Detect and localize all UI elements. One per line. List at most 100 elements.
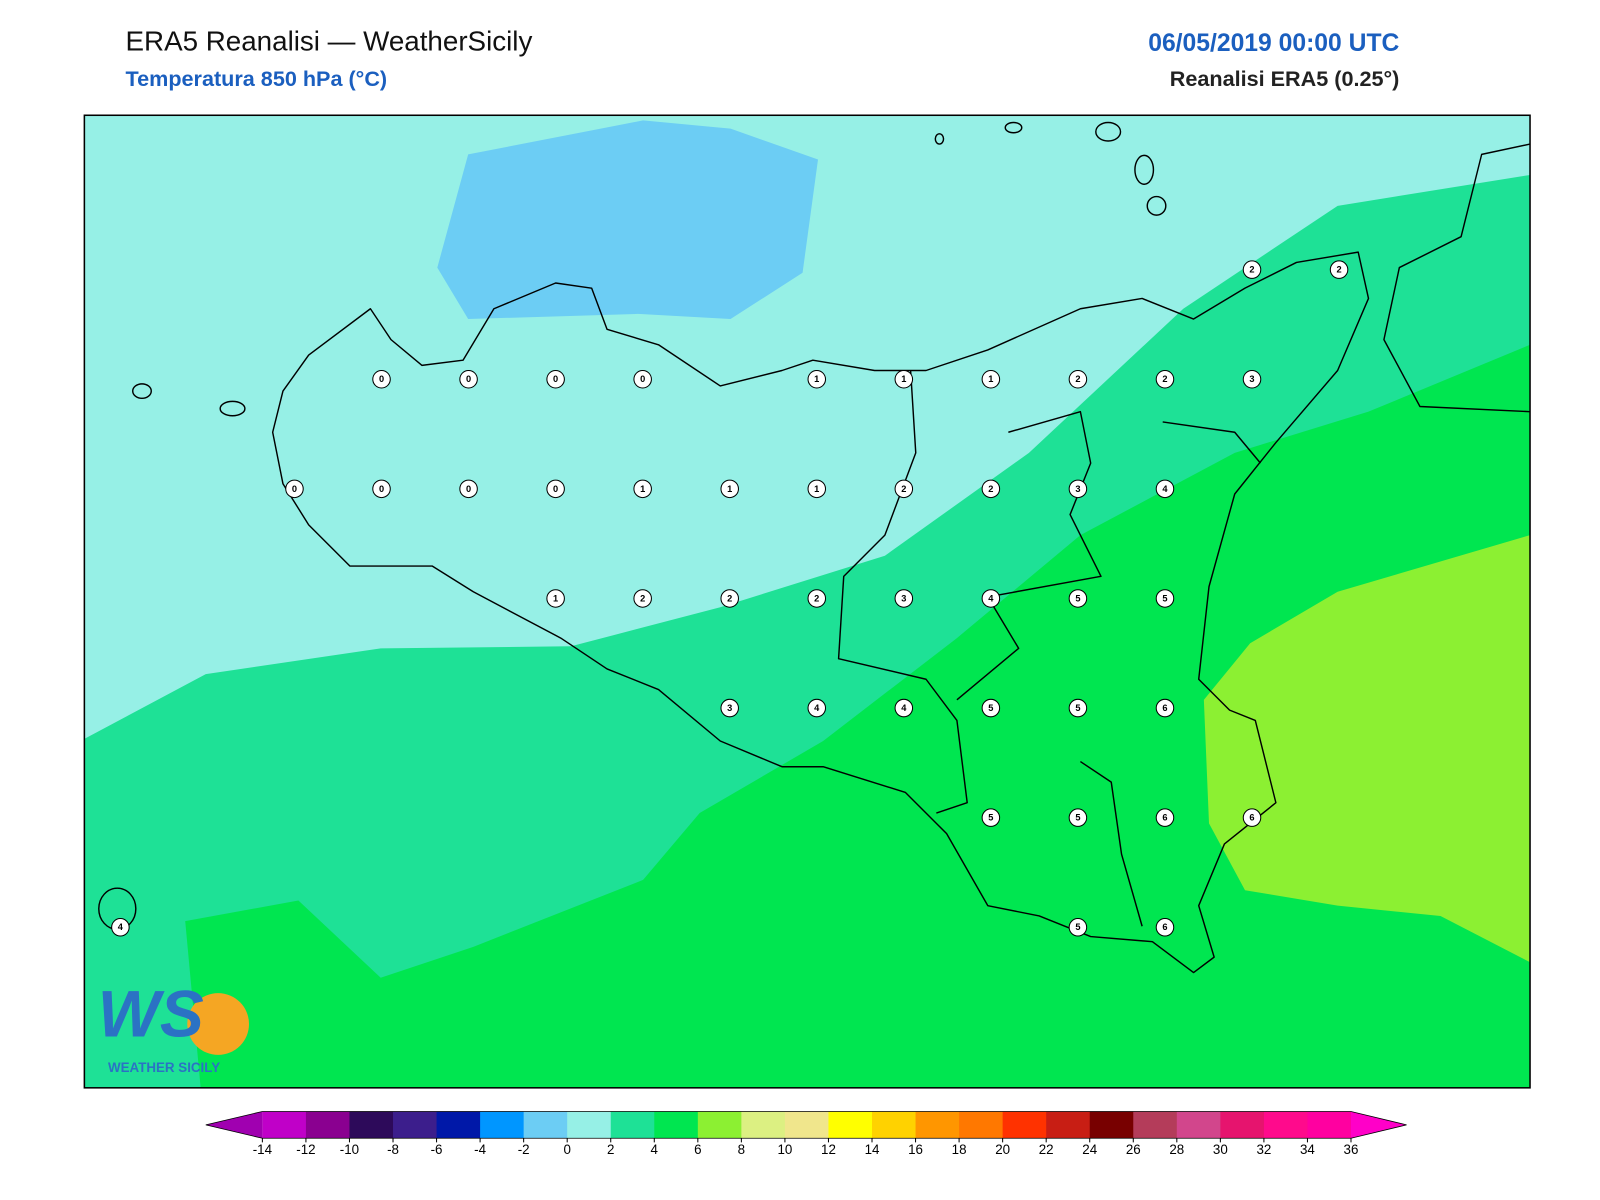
station-value: 5 <box>1075 703 1080 713</box>
colorbar-tick-label: -14 <box>253 1142 273 1157</box>
station-value: 6 <box>1162 922 1167 932</box>
colorbar-tick-label: 22 <box>1039 1142 1054 1157</box>
station-value: 0 <box>553 484 558 494</box>
island <box>1004 121 1023 134</box>
station-marker <box>111 918 130 937</box>
colorbar-under <box>205 1111 263 1139</box>
station-marker <box>1068 589 1088 608</box>
station-marker <box>1068 808 1088 827</box>
station-marker <box>1242 369 1262 389</box>
station-marker <box>1068 479 1088 499</box>
colorbar-bin <box>784 1111 829 1139</box>
station-labels: 2 2 0 0 0 0 1 1 1 2 2 3 0 0 0 0 1 1 1 2 2 3 4 1 2 2 2 3 4 5 5 3 4 4 5 5 6 5 5 6… <box>111 260 1349 937</box>
station-marker <box>720 698 739 718</box>
colorbar-tick-label: -10 <box>340 1142 359 1157</box>
colorbar-bin <box>480 1111 525 1139</box>
colorbar-bin <box>305 1111 350 1139</box>
colorbar-bin <box>1046 1111 1091 1139</box>
colorbar-bin <box>1133 1111 1178 1139</box>
colorbar-tick-label: -12 <box>296 1142 315 1157</box>
colorbar-over <box>1350 1111 1407 1139</box>
station-value: 5 <box>1075 593 1080 603</box>
station-marker <box>633 369 652 389</box>
colorbar-bin <box>1089 1111 1134 1139</box>
station-value: 0 <box>640 374 645 384</box>
colorbar-tick-label: 24 <box>1082 1142 1097 1157</box>
island <box>132 383 152 400</box>
station-value: 6 <box>1162 813 1167 823</box>
station-value: 1 <box>901 374 906 384</box>
station-value: 3 <box>901 593 906 603</box>
station-value: 1 <box>640 484 645 494</box>
colorbar-bin <box>1220 1111 1265 1139</box>
station-marker <box>1155 479 1175 499</box>
station-value: 5 <box>1075 922 1080 932</box>
station-marker <box>981 369 1001 389</box>
station-marker <box>1155 589 1175 608</box>
station-value: 0 <box>379 484 384 494</box>
colorbar-bin <box>872 1111 917 1139</box>
logo-sun <box>187 993 250 1055</box>
station-marker <box>372 479 391 499</box>
colorbar-tick-label: 4 <box>651 1142 659 1157</box>
region-4-6 <box>185 344 1531 1088</box>
station-marker <box>633 479 652 499</box>
station-marker <box>894 479 914 499</box>
station-marker <box>807 369 827 389</box>
colorbar-bin <box>1263 1111 1308 1139</box>
station-marker <box>981 479 1001 499</box>
station-value: 5 <box>988 813 993 823</box>
station-value: 4 <box>988 593 994 603</box>
subtitle: Temperatura 850 hPa (°C) <box>126 66 388 91</box>
station-marker <box>894 369 914 389</box>
island <box>219 400 246 417</box>
station-marker <box>459 479 478 499</box>
colorbar-bin <box>959 1111 1004 1139</box>
station-value: 2 <box>1162 374 1167 384</box>
colorbar-bin <box>523 1111 568 1139</box>
station-value: 4 <box>814 703 820 713</box>
station-value: 5 <box>1075 813 1080 823</box>
station-marker <box>633 589 652 608</box>
station-marker <box>1068 918 1088 937</box>
station-value: 4 <box>118 922 124 932</box>
station-marker <box>894 589 914 608</box>
colorbar-bin <box>262 1111 307 1139</box>
station-value: 1 <box>814 484 819 494</box>
station-marker <box>720 589 739 608</box>
colorbar-bin <box>1002 1111 1047 1139</box>
colorbar-tick-label: 32 <box>1256 1142 1271 1157</box>
coastline-calabria <box>1383 143 1531 413</box>
station-value: 3 <box>727 703 732 713</box>
coastline <box>271 251 1370 974</box>
colorbar-tick-label: 12 <box>821 1142 836 1157</box>
logo-text: WS <box>98 976 204 1050</box>
colorbar-tick-label: -6 <box>431 1142 443 1157</box>
source: Reanalisi ERA5 (0.25°) <box>1170 66 1400 91</box>
map-frame <box>83 114 1531 1089</box>
station-value: 5 <box>1162 593 1167 603</box>
station-marker <box>981 589 1001 608</box>
station-marker <box>546 479 565 499</box>
station-value: 0 <box>379 374 384 384</box>
station-value: 0 <box>553 374 558 384</box>
station-value: 1 <box>553 593 558 603</box>
station-marker <box>1242 808 1262 827</box>
station-marker <box>1329 260 1349 279</box>
station-value: 2 <box>1336 265 1341 275</box>
station-value: 2 <box>1249 265 1254 275</box>
map: 2 2 0 0 0 0 1 1 1 2 2 3 0 0 0 0 1 1 1 2 2 3 4 1 2 2 2 3 4 5 5 3 4 4 5 5 6 5 5 6… <box>83 114 1531 1089</box>
colorbar-tick-label: 2 <box>607 1142 614 1157</box>
colorbar-bin <box>697 1111 742 1139</box>
station-marker <box>372 369 391 389</box>
colorbar-tick-label: 20 <box>995 1142 1010 1157</box>
station-value: 2 <box>727 593 732 603</box>
colorbar-tick-label: 18 <box>952 1142 967 1157</box>
colorbar-bin <box>393 1111 438 1139</box>
colorbar-tick-label: 0 <box>563 1142 570 1157</box>
colorbar-tick-label: 30 <box>1213 1142 1228 1157</box>
station-marker <box>1068 369 1088 389</box>
colorbar-bin <box>436 1111 481 1139</box>
island <box>1146 195 1167 216</box>
station-value: 2 <box>901 484 906 494</box>
